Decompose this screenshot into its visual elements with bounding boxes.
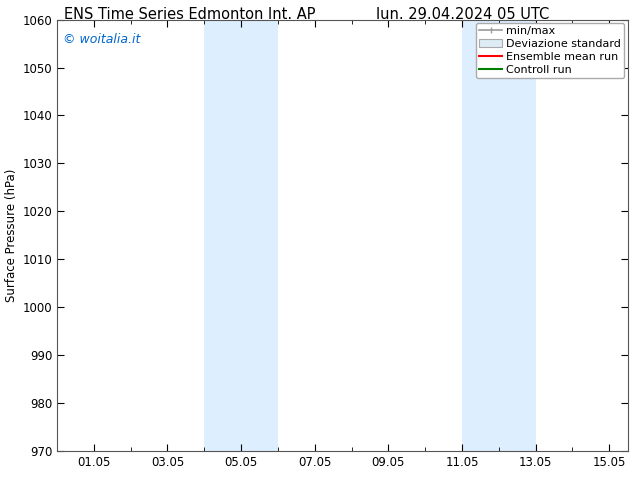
Bar [462, 20, 536, 451]
Bar [204, 20, 278, 451]
Text: lun. 29.04.2024 05 UTC: lun. 29.04.2024 05 UTC [376, 7, 550, 23]
Text: ENS Time Series Edmonton Int. AP: ENS Time Series Edmonton Int. AP [65, 7, 316, 23]
Legend: min/max, Deviazione standard, Ensemble mean run, Controll run: min/max, Deviazione standard, Ensemble m… [476, 23, 624, 78]
Text: © woitalia.it: © woitalia.it [63, 32, 140, 46]
Y-axis label: Surface Pressure (hPa): Surface Pressure (hPa) [5, 169, 18, 302]
